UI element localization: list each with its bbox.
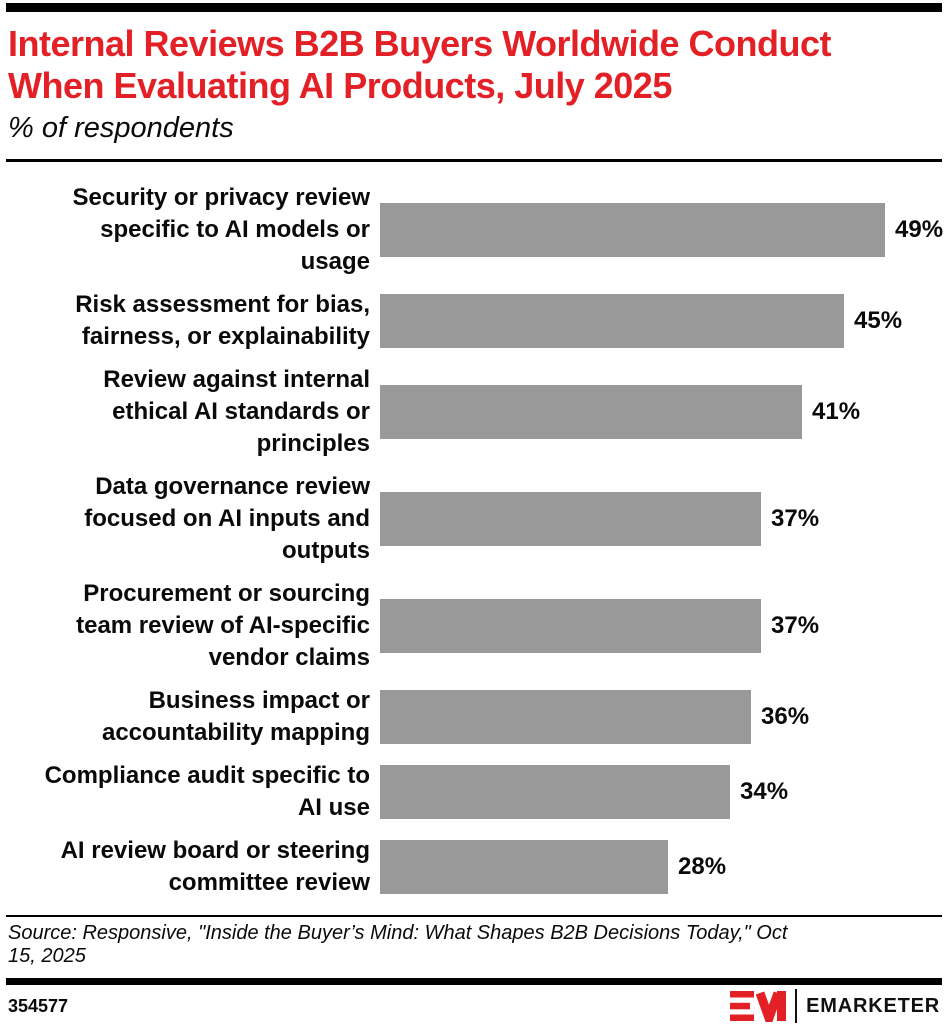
bar-area: 49% xyxy=(380,203,943,257)
bar-value-label: 37% xyxy=(771,612,820,639)
chart-header: Internal Reviews B2B Buyers Worldwide Co… xyxy=(6,23,942,146)
bar-value-label: 45% xyxy=(854,307,903,334)
emarketer-logo-icon xyxy=(730,991,787,1022)
bar xyxy=(380,294,844,348)
category-label: Procurement or sourcing team review of A… xyxy=(76,580,370,671)
top-divider xyxy=(6,3,942,12)
bar xyxy=(380,203,885,257)
bar-area: 45% xyxy=(380,294,942,348)
bar xyxy=(380,385,802,439)
bar-area: 41% xyxy=(380,385,942,439)
bar-area: 34% xyxy=(380,765,942,819)
bar-value-label: 41% xyxy=(812,398,861,425)
bar xyxy=(380,599,761,653)
category-label: Review against internal ethical AI stand… xyxy=(103,366,370,457)
chart-title: Internal Reviews B2B Buyers Worldwide Co… xyxy=(8,23,832,106)
bar-value-label: 37% xyxy=(771,505,820,532)
chart-row: Security or privacy review specific to A… xyxy=(6,182,944,278)
source-note: Source: Responsive, "Inside the Buyer’s … xyxy=(8,922,788,967)
category-label: Compliance audit specific to AI use xyxy=(44,762,370,821)
bar xyxy=(380,690,751,744)
chart-id: 354577 xyxy=(8,995,69,1016)
bar-value-label: 28% xyxy=(678,853,727,880)
chart-row: Risk assessment for bias, fairness, or e… xyxy=(6,289,942,353)
bar-area: 36% xyxy=(380,690,942,744)
category-label: Security or privacy review specific to A… xyxy=(72,184,371,275)
category-label: Business impact or accountability mappin… xyxy=(101,687,370,746)
chart-row: AI review board or steering committee re… xyxy=(6,835,942,899)
bar xyxy=(380,765,730,819)
bar-area: 37% xyxy=(380,492,942,546)
brand-divider xyxy=(795,989,798,1023)
bar-area: 37% xyxy=(380,599,942,653)
bar-value-label: 36% xyxy=(761,703,810,730)
bar-value-label: 34% xyxy=(740,778,789,805)
brand-lockup: EMARKETER xyxy=(730,989,940,1023)
chart-subtitle: % of respondents xyxy=(8,112,234,144)
category-label: Data governance review focused on AI inp… xyxy=(84,473,370,564)
category-label: AI review board or steering committee re… xyxy=(60,837,370,896)
bar-value-label: 49% xyxy=(895,216,944,243)
footer: 354577 EMARKETER xyxy=(6,985,942,1027)
source-divider xyxy=(6,915,942,917)
chart-row: Business impact or accountability mappin… xyxy=(6,685,942,749)
brand-name: EMARKETER xyxy=(806,994,940,1017)
chart-row: Review against internal ethical AI stand… xyxy=(6,364,942,460)
bar xyxy=(380,492,761,546)
chart-row: Data governance review focused on AI inp… xyxy=(6,471,942,567)
chart-row: Procurement or sourcing team review of A… xyxy=(6,578,942,674)
footer-divider xyxy=(6,978,942,985)
bar-chart: Security or privacy review specific to A… xyxy=(6,162,944,899)
bar xyxy=(380,840,668,894)
bar-area: 28% xyxy=(380,840,942,894)
header-divider xyxy=(6,159,942,162)
chart-row: Compliance audit specific to AI use 34% xyxy=(6,760,942,824)
chart-page: Internal Reviews B2B Buyers Worldwide Co… xyxy=(0,3,948,1028)
category-label: Risk assessment for bias, fairness, or e… xyxy=(75,291,370,350)
